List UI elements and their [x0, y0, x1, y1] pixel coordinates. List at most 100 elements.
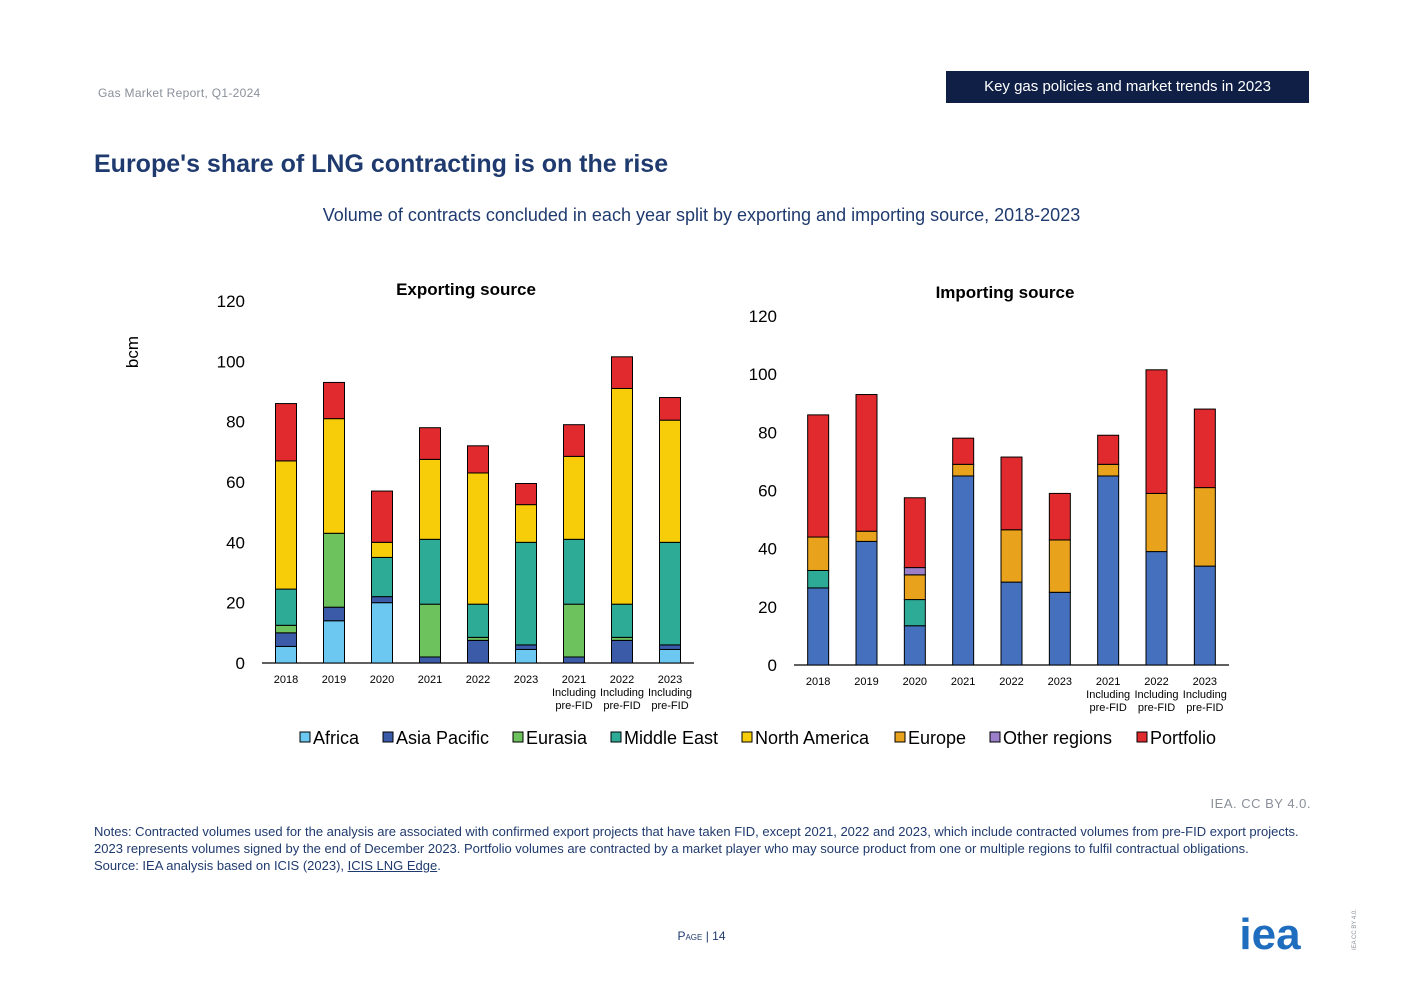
- chart1-bar-5-asia-pacific: [515, 644, 537, 650]
- page-number: Page | 14: [677, 929, 726, 943]
- chart2-xtick-5: 2023: [1048, 676, 1072, 688]
- legend-swatch-other-regions: [989, 731, 1001, 743]
- chart2-bar-7-portfolio: [1145, 369, 1168, 494]
- chart2-bar-1-asia-pacific: [855, 540, 878, 666]
- chart1-bar-7-middle-east: [611, 603, 633, 638]
- chart2-bar-0-middle-east: [807, 569, 830, 589]
- legend-label-asia-pacific: Asia Pacific: [396, 728, 489, 748]
- source-line: Source: IEA analysis based on ICIS (2023…: [94, 857, 1314, 874]
- chart2-xtick-6-year: 2021: [1096, 676, 1120, 688]
- chart2-xtick-8-year: 2023: [1193, 676, 1217, 688]
- chart2-bar-2-other-regions: [903, 567, 926, 576]
- chart1-bar-2-asia-pacific: [371, 596, 393, 604]
- chart1-bar-3-eurasia: [419, 603, 441, 658]
- chart2-ytick-0: 0: [768, 656, 777, 675]
- chart-area: Exporting source bcm 0 20 40 60 80 100 120 2018 20…: [123, 280, 1229, 748]
- chart1-bar-0-eurasia: [275, 624, 297, 634]
- chart2-bar-4-portfolio: [1000, 456, 1023, 531]
- chart2-bar-6-europe: [1097, 463, 1120, 477]
- report-name: Gas Market Report, Q1-2024: [98, 86, 261, 100]
- chart1-xtick-8-year: 2023: [658, 674, 682, 686]
- chart2-xtick-7-year: 2022: [1144, 676, 1168, 688]
- chart1-ytick-120: 120: [217, 292, 245, 311]
- chart1-bar-7-asia-pacific: [611, 639, 633, 664]
- chart1-bar-8-middle-east: [659, 541, 681, 646]
- source-prefix: Source: IEA analysis based on ICIS (2023…: [94, 858, 348, 873]
- chart2-bar-2-asia-pacific: [903, 625, 926, 666]
- chart1-bar-8-asia-pacific: [659, 644, 681, 650]
- chart2-xtick-1: 2019: [854, 676, 878, 688]
- chart1-bar-4-portfolio: [467, 445, 489, 474]
- legend-swatch-africa: [299, 731, 311, 743]
- page-number-value: 14: [712, 929, 726, 943]
- chart1-xtick-5: 2023: [514, 674, 538, 686]
- legend-label-other-regions: Other regions: [1003, 728, 1112, 748]
- chart1-ytick-80: 80: [226, 413, 245, 432]
- chart1-bar-8-africa: [659, 648, 681, 664]
- chart1-ytick-0: 0: [236, 654, 245, 673]
- section-badge: Key gas policies and market trends in 20…: [946, 71, 1309, 103]
- chart1-ytick-40: 40: [226, 533, 245, 552]
- chart1-bar-5-africa: [515, 648, 537, 664]
- chart2-ytick-20: 20: [758, 598, 777, 617]
- chart1-xtick-8-l3: pre-FID: [651, 700, 688, 712]
- legend-label-north-america: North America: [755, 728, 870, 748]
- chart1-bar-6-portfolio: [563, 424, 585, 457]
- chart2-bar-8-asia-pacific: [1193, 565, 1216, 666]
- chart2-ytick-80: 80: [758, 423, 777, 442]
- chart2-bar-0-asia-pacific: [807, 587, 830, 666]
- chart2-bar-0-portfolio: [807, 414, 830, 538]
- chart2-xtick-8-l3: pre-FID: [1186, 702, 1223, 714]
- chart1-xtick-4: 2022: [466, 674, 490, 686]
- chart1-xtick-0: 2018: [274, 674, 298, 686]
- chart2-ytick-120: 120: [749, 307, 777, 326]
- chart2-ytick-40: 40: [758, 540, 777, 559]
- chart1-xtick-7-l2: Including: [600, 687, 644, 699]
- chart1-bar-1-asia-pacific: [323, 606, 345, 622]
- chart1-xtick-7-year: 2022: [610, 674, 634, 686]
- notes: Notes: Contracted volumes used for the a…: [94, 823, 1314, 874]
- chart2-bar-8-portfolio: [1193, 408, 1216, 489]
- chart1-bar-4-middle-east: [467, 603, 489, 638]
- notes-text: Notes: Contracted volumes used for the a…: [94, 824, 1299, 856]
- chart1-xtick-1: 2019: [322, 674, 346, 686]
- chart2-xtick-0: 2018: [806, 676, 830, 688]
- chart2-bar-1-portfolio: [855, 394, 878, 532]
- chart2-bar-2-middle-east: [903, 599, 926, 627]
- chart1-bar-3-asia-pacific: [419, 656, 441, 664]
- chart1-bar-0-africa: [275, 645, 297, 664]
- chart1-bar-5-north-america: [515, 504, 537, 543]
- legend-swatch-middle-east: [610, 731, 622, 743]
- chart1-bar-0-middle-east: [275, 588, 297, 626]
- page-label: Page: [677, 929, 703, 943]
- source-suffix: .: [437, 858, 441, 873]
- iea-logo-text: iea: [1239, 913, 1301, 953]
- chart1-ytick-20: 20: [226, 594, 245, 613]
- chart1-xtick-2: 2020: [370, 674, 394, 686]
- chart1-bar-4-asia-pacific: [467, 639, 489, 664]
- legend-label-europe: Europe: [908, 728, 966, 748]
- chart2-bar-5-asia-pacific: [1048, 591, 1071, 666]
- chart1-xtick-3: 2021: [418, 674, 442, 686]
- legend-swatch-eurasia: [512, 731, 524, 743]
- chart1-bar-0-north-america: [275, 460, 297, 590]
- chart2-bar-5-europe: [1048, 539, 1071, 593]
- chart2-xtick-8-l2: Including: [1183, 689, 1227, 701]
- chart2-bar-4-asia-pacific: [1000, 581, 1023, 666]
- source-link[interactable]: ICIS LNG Edge: [347, 858, 438, 873]
- chart1-bar-2-portfolio: [371, 490, 393, 543]
- chart2-bar-2-europe: [903, 574, 926, 601]
- chart2-bar-6-asia-pacific: [1097, 475, 1120, 666]
- chart2-xtick-6-l2: Including: [1086, 689, 1130, 701]
- chart1-bar-6-north-america: [563, 455, 585, 540]
- legend-label-middle-east: Middle East: [624, 728, 718, 748]
- chart2-title: Importing source: [936, 283, 1075, 302]
- chart1-bar-2-middle-east: [371, 556, 393, 598]
- chart1-bar-2-africa: [371, 602, 393, 664]
- chart1-bar-6-asia-pacific: [563, 656, 585, 664]
- chart2-bar-0-europe: [807, 536, 830, 571]
- chart2-bar-3-portfolio: [952, 437, 975, 465]
- chart2-bar-3-europe: [952, 463, 975, 477]
- chart1-bar-3-middle-east: [419, 538, 441, 605]
- chart1-ylabel: bcm: [123, 336, 142, 368]
